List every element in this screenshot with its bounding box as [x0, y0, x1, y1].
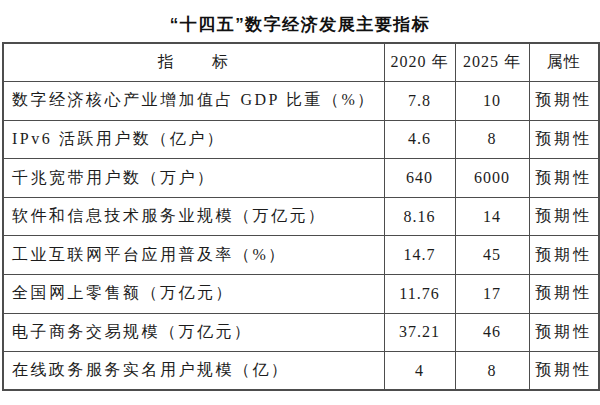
value-2025-cell: 8 — [455, 120, 529, 159]
value-2020-cell: 14.7 — [384, 236, 455, 275]
value-2025-cell: 8 — [455, 352, 529, 391]
table-row: 软件和信息技术服务业规模（万亿元） 8.16 14 预期性 — [3, 197, 599, 236]
value-2025-cell: 6000 — [455, 159, 529, 198]
value-2025-cell: 10 — [455, 82, 529, 121]
value-2020-cell: 4 — [384, 352, 455, 391]
indicator-cell: 全国网上零售额（万亿元） — [3, 275, 384, 314]
table-row: 千兆宽带用户数（万户） 640 6000 预期性 — [3, 159, 599, 198]
table-row: 数字经济核心产业增加值占 GDP 比重（%） 7.8 10 预期性 — [3, 82, 599, 121]
indicator-cell: 数字经济核心产业增加值占 GDP 比重（%） — [3, 82, 384, 121]
column-header-attribute: 属性 — [529, 43, 599, 82]
table-row: 在线政务服务实名用户规模（亿） 4 8 预期性 — [3, 352, 599, 391]
attribute-cell: 预期性 — [529, 275, 599, 314]
table-row: 工业互联网平台应用普及率（%） 14.7 45 预期性 — [3, 236, 599, 275]
value-2020-cell: 640 — [384, 159, 455, 198]
attribute-cell: 预期性 — [529, 236, 599, 275]
value-2025-cell: 45 — [455, 236, 529, 275]
table-row: 全国网上零售额（万亿元） 11.76 17 预期性 — [3, 275, 599, 314]
value-2020-cell: 8.16 — [384, 197, 455, 236]
attribute-cell: 预期性 — [529, 197, 599, 236]
value-2025-cell: 14 — [455, 197, 529, 236]
attribute-cell: 预期性 — [529, 120, 599, 159]
column-header-2025: 2025 年 — [455, 43, 529, 82]
value-2025-cell: 17 — [455, 275, 529, 314]
value-2020-cell: 37.21 — [384, 313, 455, 352]
page-title: “十四五”数字经济发展主要指标 — [0, 0, 600, 42]
indicators-table: 指 标 2020 年 2025 年 属性 数字经济核心产业增加值占 GDP 比重… — [2, 42, 600, 391]
column-header-indicator: 指 标 — [3, 43, 384, 82]
table-row: 电子商务交易规模（万亿元） 37.21 46 预期性 — [3, 313, 599, 352]
indicator-cell: 电子商务交易规模（万亿元） — [3, 313, 384, 352]
attribute-cell: 预期性 — [529, 159, 599, 198]
value-2020-cell: 11.76 — [384, 275, 455, 314]
indicator-cell: 软件和信息技术服务业规模（万亿元） — [3, 197, 384, 236]
value-2020-cell: 7.8 — [384, 82, 455, 121]
indicator-cell: 在线政务服务实名用户规模（亿） — [3, 352, 384, 391]
table-row: IPv6 活跃用户数（亿户） 4.6 8 预期性 — [3, 120, 599, 159]
attribute-cell: 预期性 — [529, 313, 599, 352]
indicator-cell: 工业互联网平台应用普及率（%） — [3, 236, 384, 275]
value-2025-cell: 46 — [455, 313, 529, 352]
indicator-cell: IPv6 活跃用户数（亿户） — [3, 120, 384, 159]
table-header-row: 指 标 2020 年 2025 年 属性 — [3, 43, 599, 82]
value-2020-cell: 4.6 — [384, 120, 455, 159]
attribute-cell: 预期性 — [529, 82, 599, 121]
attribute-cell: 预期性 — [529, 352, 599, 391]
indicator-cell: 千兆宽带用户数（万户） — [3, 159, 384, 198]
column-header-2020: 2020 年 — [384, 43, 455, 82]
